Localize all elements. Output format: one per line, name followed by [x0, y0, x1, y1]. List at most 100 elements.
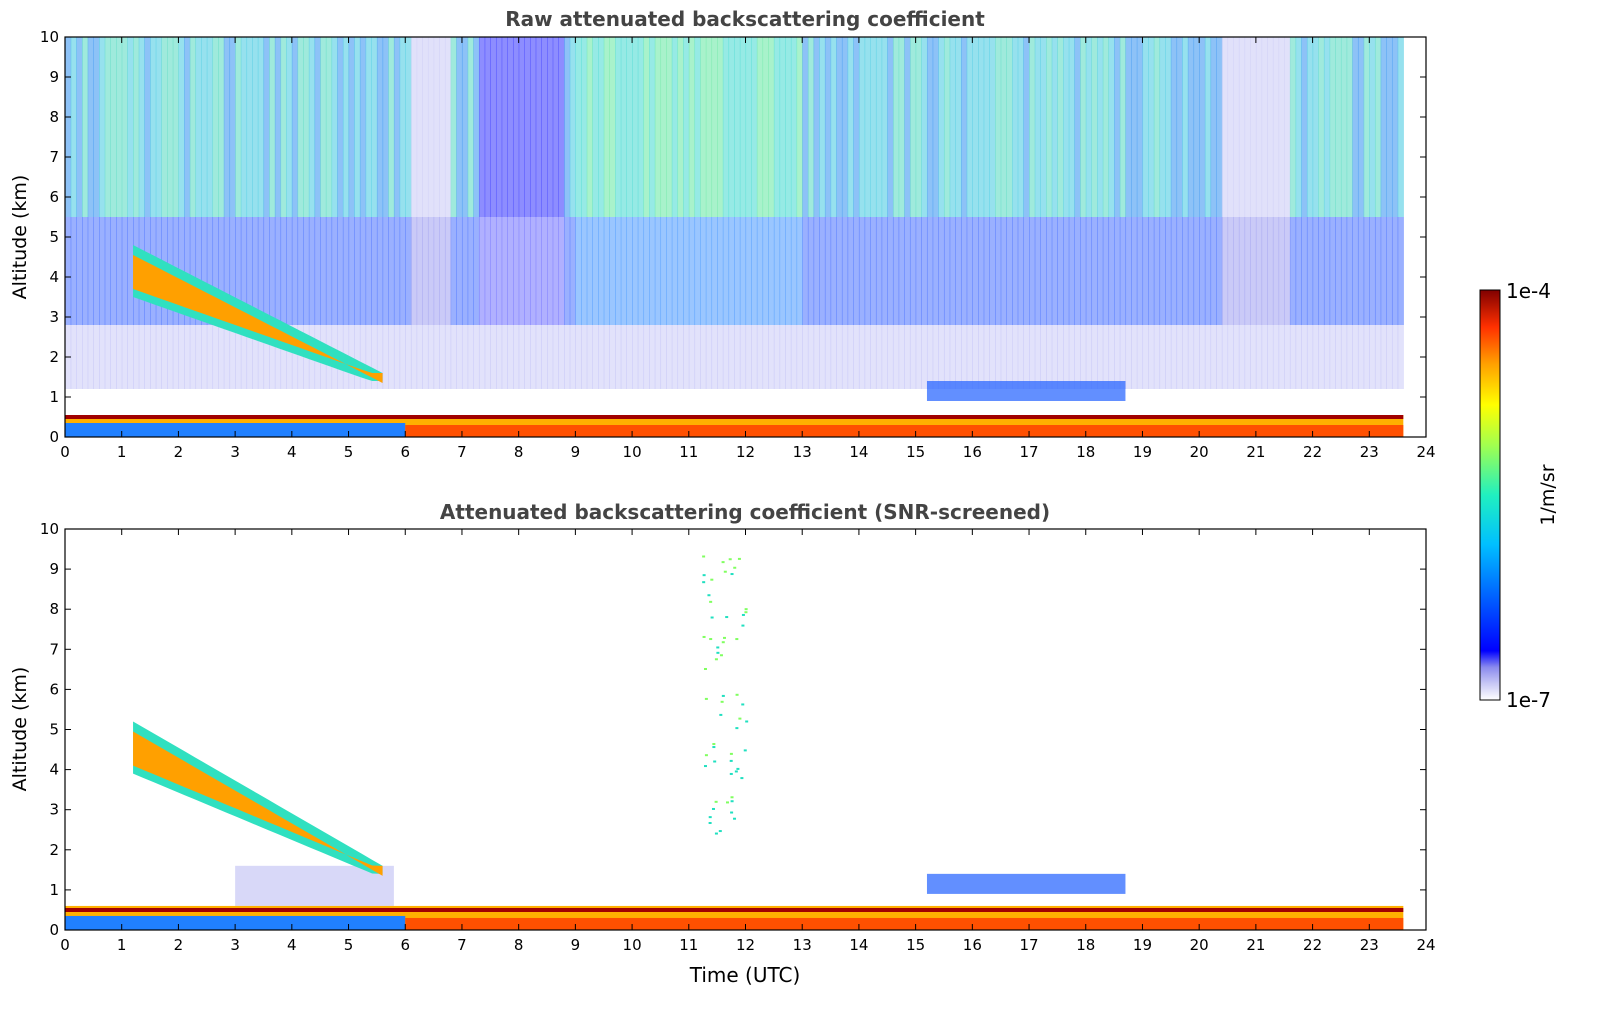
noise-column	[1097, 37, 1104, 389]
x-tick-label: 15	[906, 443, 925, 461]
sparse-return	[702, 555, 706, 558]
noise-column	[938, 37, 945, 389]
sparse-return	[725, 801, 729, 804]
boundary-layer-base	[405, 425, 1404, 437]
x-tick: 11	[679, 529, 698, 954]
x-tick: 14	[849, 37, 868, 461]
x-tick-label: 1	[117, 443, 127, 461]
boundary-layer-base	[65, 423, 406, 437]
noise-column	[1034, 37, 1041, 389]
noise-column	[1312, 37, 1319, 389]
x-tick-label: 2	[174, 443, 184, 461]
noise-column	[853, 37, 860, 389]
sparse-return	[713, 760, 717, 763]
sparse-return	[729, 759, 733, 762]
sparse-return	[709, 638, 713, 641]
noise-column	[1012, 37, 1019, 389]
sparse-return	[744, 611, 748, 614]
noise-column	[586, 37, 593, 389]
elevated-layer-outer	[133, 245, 383, 381]
noise-column	[1136, 37, 1144, 389]
noise-column	[405, 37, 412, 389]
noise-column	[745, 37, 752, 389]
sparse-return	[741, 624, 745, 627]
noise-column	[478, 37, 486, 389]
noise-column	[1363, 37, 1370, 389]
x-tick-label: 2	[174, 936, 184, 954]
noise-column	[989, 37, 996, 389]
y-tick-label: 10	[40, 28, 59, 46]
noise-column	[1306, 37, 1314, 389]
x-tick-label: 20	[1190, 936, 1209, 954]
noise-column	[178, 37, 185, 389]
sparse-return	[716, 646, 720, 649]
noise-column	[1329, 37, 1336, 389]
noise-column	[433, 37, 440, 389]
noise-column	[1170, 37, 1178, 389]
sparse-return	[745, 720, 749, 723]
noise-column	[1131, 37, 1138, 389]
sparse-return	[710, 578, 714, 581]
x-tick-label: 0	[60, 936, 70, 954]
x-tick-label: 3	[230, 443, 240, 461]
noise-column	[1187, 37, 1195, 389]
noise-column	[1199, 37, 1206, 389]
sparse-return	[730, 800, 734, 803]
noise-column	[728, 37, 735, 389]
noise-column	[841, 37, 849, 389]
sparse-return	[714, 800, 718, 803]
noise-column	[1250, 37, 1257, 389]
y-tick-label: 8	[49, 108, 59, 126]
noise-column	[410, 37, 418, 389]
noise-column	[1289, 37, 1297, 389]
noise-column	[138, 37, 145, 389]
sparse-return	[703, 765, 707, 768]
noise-column	[195, 37, 202, 389]
low-cloud-band	[926, 381, 1126, 401]
panel-screened-title: Attenuated backscattering coefficient (S…	[440, 500, 1050, 524]
noise-column	[206, 37, 214, 389]
noise-column	[1340, 37, 1348, 389]
sparse-return	[738, 717, 742, 720]
noise-column	[598, 37, 605, 389]
noise-column	[660, 37, 667, 389]
noise-column	[1346, 37, 1353, 389]
noise-column	[643, 37, 650, 389]
noise-column	[388, 37, 395, 389]
y-tick: 6	[49, 680, 1426, 698]
sparse-return	[722, 636, 726, 639]
y-tick-label: 1	[49, 881, 59, 899]
sparse-return	[737, 557, 741, 560]
noise-column	[1114, 37, 1121, 389]
noise-column	[161, 37, 168, 389]
noise-column	[461, 37, 469, 389]
x-tick: 23	[1360, 529, 1379, 954]
sparse-return	[719, 654, 723, 657]
noise-column	[1318, 37, 1325, 389]
noise-column	[762, 37, 769, 389]
x-tick-label: 0	[60, 443, 70, 461]
noise-column	[456, 37, 463, 389]
noise-column	[592, 37, 599, 389]
noise-column	[637, 37, 645, 389]
x-tick-label: 12	[736, 936, 755, 954]
noise-column	[620, 37, 628, 389]
noise-column	[1176, 37, 1183, 389]
noise-column	[960, 37, 968, 389]
sparse-return	[718, 830, 722, 833]
y-tick-label: 5	[49, 228, 59, 246]
sparse-return	[716, 651, 720, 654]
x-tick: 10	[623, 37, 642, 461]
x-tick-label: 8	[514, 443, 524, 461]
noise-column	[501, 37, 508, 389]
noise-column	[155, 37, 163, 389]
noise-column	[898, 37, 905, 389]
noise-column	[382, 37, 389, 389]
x-tick-label: 10	[623, 443, 642, 461]
noise-column	[1040, 37, 1047, 389]
sparse-return	[740, 777, 744, 780]
noise-column	[1295, 37, 1302, 389]
noise-column	[802, 37, 809, 389]
noise-column	[99, 37, 106, 389]
